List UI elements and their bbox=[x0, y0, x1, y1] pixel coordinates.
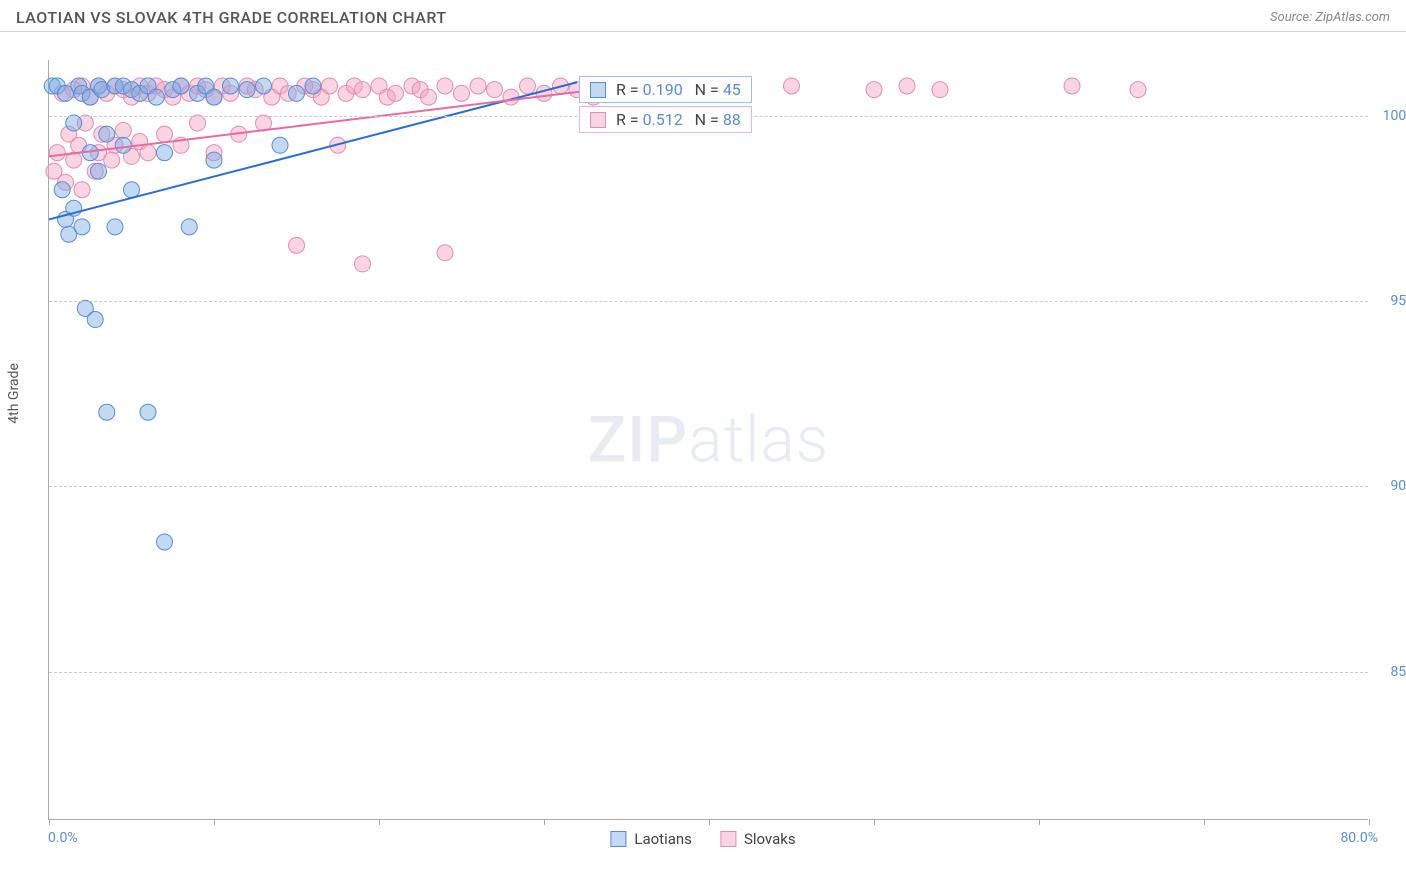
data-point bbox=[124, 182, 140, 198]
series-swatch bbox=[590, 112, 606, 128]
legend-swatch bbox=[610, 831, 626, 847]
gridline bbox=[49, 301, 1368, 302]
x-min-label: 0.0% bbox=[48, 830, 78, 846]
data-point bbox=[866, 82, 882, 98]
data-point bbox=[157, 145, 173, 161]
data-point bbox=[181, 219, 197, 235]
data-point bbox=[66, 115, 82, 131]
data-point bbox=[104, 152, 120, 168]
data-point bbox=[470, 78, 486, 94]
data-point bbox=[87, 312, 103, 328]
data-point bbox=[115, 137, 131, 153]
data-point bbox=[437, 245, 453, 261]
stats-box: R = 0.512 N = 88 bbox=[579, 106, 752, 133]
data-point bbox=[899, 78, 915, 94]
legend: Laotians Slovaks bbox=[610, 830, 795, 848]
data-point bbox=[454, 85, 470, 101]
x-tick bbox=[1369, 819, 1370, 825]
data-point bbox=[1064, 78, 1080, 94]
data-point bbox=[140, 404, 156, 420]
x-tick bbox=[49, 819, 50, 825]
data-point bbox=[115, 122, 131, 138]
data-point bbox=[54, 182, 70, 198]
data-point bbox=[520, 78, 536, 94]
chart-source: Source: ZipAtlas.com bbox=[1270, 10, 1390, 25]
plot-area: ZIPatlas 85.0%90.0%95.0%100.0%R = 0.190 … bbox=[48, 60, 1368, 820]
data-point bbox=[388, 85, 404, 101]
data-point bbox=[289, 237, 305, 253]
data-point bbox=[305, 78, 321, 94]
data-point bbox=[322, 78, 338, 94]
data-point bbox=[157, 126, 173, 142]
x-tick bbox=[1039, 819, 1040, 825]
data-point bbox=[437, 78, 453, 94]
data-point bbox=[536, 85, 552, 101]
x-tick bbox=[709, 819, 710, 825]
data-point bbox=[355, 256, 371, 272]
y-tick-label: 90.0% bbox=[1373, 478, 1406, 494]
data-point bbox=[157, 534, 173, 550]
legend-label: Slovaks bbox=[744, 830, 796, 848]
data-point bbox=[223, 78, 239, 94]
data-point bbox=[932, 82, 948, 98]
gridline bbox=[49, 486, 1368, 487]
y-tick-label: 95.0% bbox=[1373, 293, 1406, 309]
data-point bbox=[148, 89, 164, 105]
data-point bbox=[107, 219, 123, 235]
x-max-label: 80.0% bbox=[1340, 830, 1378, 846]
data-point bbox=[74, 182, 90, 198]
legend-label: Laotians bbox=[634, 830, 692, 848]
legend-swatch bbox=[720, 831, 736, 847]
data-point bbox=[91, 163, 107, 179]
gridline bbox=[49, 672, 1368, 673]
legend-item: Laotians bbox=[610, 830, 692, 848]
stats-box: R = 0.190 N = 45 bbox=[579, 76, 752, 103]
data-point bbox=[74, 219, 90, 235]
data-point bbox=[239, 82, 255, 98]
x-tick bbox=[544, 819, 545, 825]
data-point bbox=[421, 89, 437, 105]
data-point bbox=[206, 152, 222, 168]
data-point bbox=[190, 115, 206, 131]
stats-text: R = 0.512 N = 88 bbox=[616, 110, 741, 129]
y-tick-label: 100.0% bbox=[1373, 108, 1406, 124]
legend-item: Slovaks bbox=[720, 830, 796, 848]
x-tick bbox=[1204, 819, 1205, 825]
chart-title: LAOTIAN VS SLOVAK 4TH GRADE CORRELATION … bbox=[16, 8, 447, 27]
data-point bbox=[173, 78, 189, 94]
data-point bbox=[289, 85, 305, 101]
series-swatch bbox=[590, 82, 606, 98]
data-point bbox=[784, 78, 800, 94]
plot-svg bbox=[49, 60, 1368, 819]
x-tick bbox=[874, 819, 875, 825]
x-tick bbox=[214, 819, 215, 825]
stats-text: R = 0.190 N = 45 bbox=[616, 80, 741, 99]
data-point bbox=[49, 145, 65, 161]
data-point bbox=[1130, 82, 1146, 98]
data-point bbox=[140, 145, 156, 161]
x-tick bbox=[379, 819, 380, 825]
data-point bbox=[487, 82, 503, 98]
data-point bbox=[99, 126, 115, 142]
data-point bbox=[272, 137, 288, 153]
y-axis-label: 4th Grade bbox=[6, 363, 22, 424]
data-point bbox=[256, 78, 272, 94]
chart-header: LAOTIAN VS SLOVAK 4TH GRADE CORRELATION … bbox=[0, 0, 1406, 32]
data-point bbox=[355, 82, 371, 98]
data-point bbox=[99, 404, 115, 420]
y-tick-label: 85.0% bbox=[1373, 664, 1406, 680]
data-point bbox=[206, 89, 222, 105]
